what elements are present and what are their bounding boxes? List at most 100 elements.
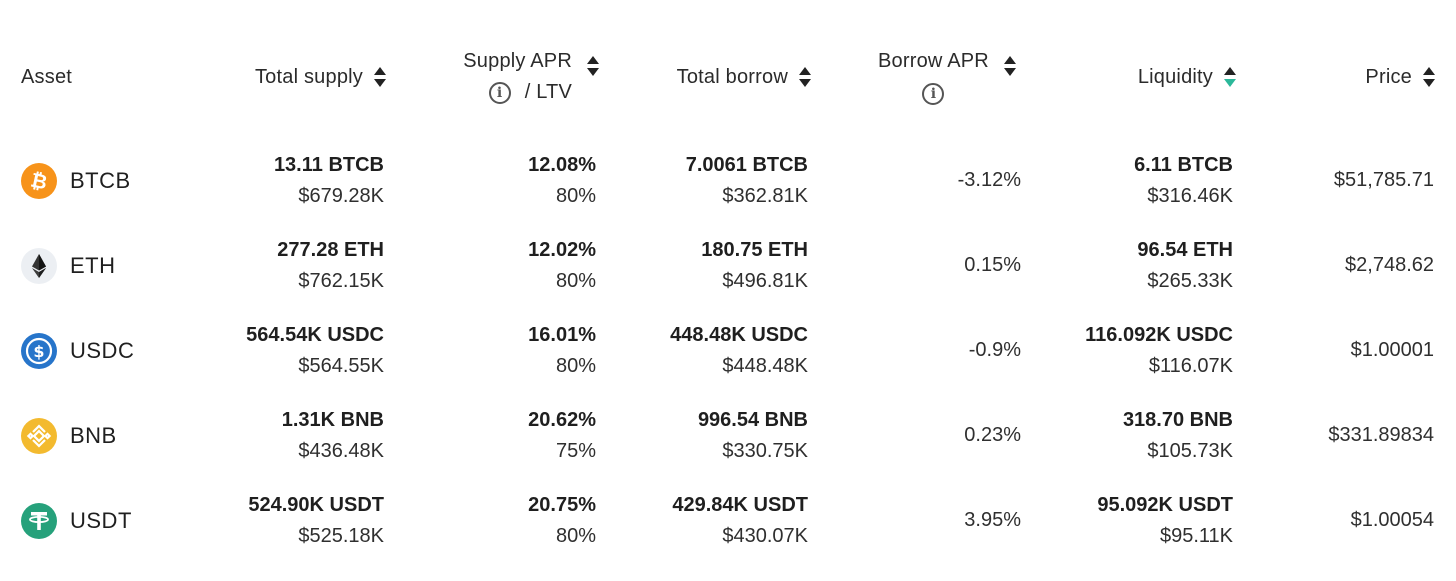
supply-usd: $762.15K: [298, 269, 384, 292]
liquidity-amount: 318.70 BNB: [1122, 408, 1233, 431]
liquidity-amount: 96.54 ETH: [1137, 238, 1233, 261]
asset-cell[interactable]: BNB: [21, 393, 117, 478]
price-value: $331.89834: [1328, 424, 1434, 446]
info-icon[interactable]: i: [488, 81, 511, 104]
supply-usd: $564.55K: [298, 354, 384, 377]
borrow-usd: $330.75K: [722, 439, 808, 462]
supply-apr-cell: 16.01% 80%: [528, 308, 596, 393]
usdt-icon: [21, 502, 57, 539]
total-borrow-cell: 448.48K USDC $448.48K: [670, 308, 808, 393]
borrow-amount: 448.48K USDC: [670, 323, 808, 346]
asset-cell[interactable]: USDT: [21, 478, 132, 563]
asset-cell[interactable]: ₿ BTCB: [21, 138, 131, 223]
borrow-apr-cell: 0.23%: [964, 393, 1021, 478]
total-borrow-column-label: Total borrow: [676, 65, 788, 88]
supply-usd: $525.18K: [298, 524, 384, 547]
price-column-label: Price: [1365, 65, 1412, 88]
borrow-apr-value: -0.9%: [968, 339, 1021, 361]
asset-name: ETH: [70, 252, 116, 278]
sort-arrows-icon[interactable]: [1422, 66, 1436, 88]
supply-apr-cell: 12.02% 80%: [528, 223, 596, 308]
liquidity-usd: $105.73K: [1147, 439, 1233, 462]
sort-arrows-icon[interactable]: [1223, 66, 1237, 88]
borrow-apr-cell: 3.95%: [964, 478, 1021, 563]
btc-icon: ₿: [21, 162, 57, 199]
borrow-apr-value: 3.95%: [964, 509, 1021, 531]
asset-name: USDC: [70, 337, 135, 363]
header-asset: Asset: [21, 42, 141, 112]
total-supply-cell: 1.31K BNB $436.48K: [282, 393, 384, 478]
supply-amount: 13.11 BTCB: [273, 153, 384, 176]
total-borrow-cell: 996.54 BNB $330.75K: [698, 393, 808, 478]
sort-arrows-icon[interactable]: [586, 55, 600, 77]
borrow-apr-cell: 0.15%: [964, 223, 1021, 308]
eth-icon: [21, 247, 57, 284]
table-row[interactable]: USDT 524.90K USDT $525.18K 20.75% 80% 42…: [0, 478, 1456, 563]
price-value: $1.00054: [1350, 509, 1434, 531]
price-cell: $2,748.62: [1345, 223, 1434, 308]
asset-cell[interactable]: ETH: [21, 223, 116, 308]
liquidity-usd: $265.33K: [1147, 269, 1233, 292]
borrow-amount: 180.75 ETH: [701, 238, 808, 261]
ltv-value: 80%: [555, 184, 596, 207]
sort-arrows-icon[interactable]: [1003, 55, 1017, 77]
liquidity-amount: 95.092K USDT: [1097, 493, 1233, 516]
header-liquidity[interactable]: Liquidity: [1080, 42, 1237, 112]
ltv-value: 80%: [555, 269, 596, 292]
supply-amount: 564.54K USDC: [246, 323, 384, 346]
asset-name: BNB: [70, 422, 117, 448]
svg-text:₿: ₿: [29, 167, 50, 194]
supply-amount: 524.90K USDT: [248, 493, 384, 516]
price-cell: $51,785.71: [1334, 138, 1434, 223]
sort-arrows-icon[interactable]: [373, 66, 387, 88]
total-supply-cell: 564.54K USDC $564.55K: [246, 308, 384, 393]
supply-apr-cell: 20.75% 80%: [528, 478, 596, 563]
header-price[interactable]: Price: [1300, 42, 1436, 112]
header-total-borrow[interactable]: Total borrow: [620, 42, 812, 112]
borrow-apr-value: 0.15%: [964, 254, 1021, 276]
table-row[interactable]: $ USDC 564.54K USDC $564.55K 16.01% 80% …: [0, 308, 1456, 393]
ltv-column-label: / LTV: [524, 81, 572, 103]
supply-apr-value: 16.01%: [528, 323, 596, 346]
table-row[interactable]: ETH 277.28 ETH $762.15K 12.02% 80% 180.7…: [0, 223, 1456, 308]
borrow-usd: $496.81K: [722, 269, 808, 292]
supply-apr-cell: 12.08% 80%: [528, 138, 596, 223]
price-value: $1.00001: [1350, 339, 1434, 361]
liquidity-cell: 96.54 ETH $265.33K: [1137, 223, 1233, 308]
borrow-usd: $362.81K: [722, 184, 808, 207]
liquidity-cell: 95.092K USDT $95.11K: [1097, 478, 1233, 563]
liquidity-usd: $316.46K: [1147, 184, 1233, 207]
table-row[interactable]: BNB 1.31K BNB $436.48K 20.62% 75% 996.54…: [0, 393, 1456, 478]
supply-usd: $436.48K: [298, 439, 384, 462]
borrow-usd: $448.48K: [722, 354, 808, 377]
supply-apr-value: 20.75%: [528, 493, 596, 516]
info-icon[interactable]: i: [922, 82, 945, 105]
header-supply-apr[interactable]: Supply APR i / LTV: [420, 42, 600, 112]
sort-arrows-icon[interactable]: [798, 66, 812, 88]
borrow-apr-cell: -3.12%: [958, 138, 1021, 223]
supply-apr-value: 12.08%: [528, 153, 596, 176]
bnb-icon: [21, 417, 57, 454]
ltv-value: 80%: [555, 354, 596, 377]
ltv-value: 75%: [555, 439, 596, 462]
usdc-icon: $: [21, 332, 57, 369]
supply-amount: 1.31K BNB: [281, 408, 384, 431]
header-total-supply[interactable]: Total supply: [200, 42, 387, 112]
borrow-amount: 996.54 BNB: [697, 408, 808, 431]
supply-apr-column-label: Supply APR: [463, 50, 572, 72]
supply-apr-value: 20.62%: [528, 408, 596, 431]
header-borrow-apr[interactable]: Borrow APR i: [878, 42, 1028, 112]
supply-amount: 277.28 ETH: [277, 238, 384, 261]
price-value: $51,785.71: [1333, 169, 1434, 191]
asset-cell[interactable]: $ USDC: [21, 308, 134, 393]
total-borrow-cell: 429.84K USDT $430.07K: [672, 478, 808, 563]
borrow-apr-value: 0.23%: [964, 424, 1021, 446]
price-cell: $331.89834: [1328, 393, 1434, 478]
asset-name: BTCB: [70, 167, 131, 193]
liquidity-amount: 6.11 BTCB: [1134, 153, 1233, 176]
total-supply-column-label: Total supply: [254, 65, 363, 88]
ltv-value: 80%: [555, 524, 596, 547]
total-supply-cell: 277.28 ETH $762.15K: [277, 223, 384, 308]
table-row[interactable]: ₿ BTCB 13.11 BTCB $679.28K 12.08% 80% 7.…: [0, 138, 1456, 223]
liquidity-cell: 6.11 BTCB $316.46K: [1134, 138, 1233, 223]
